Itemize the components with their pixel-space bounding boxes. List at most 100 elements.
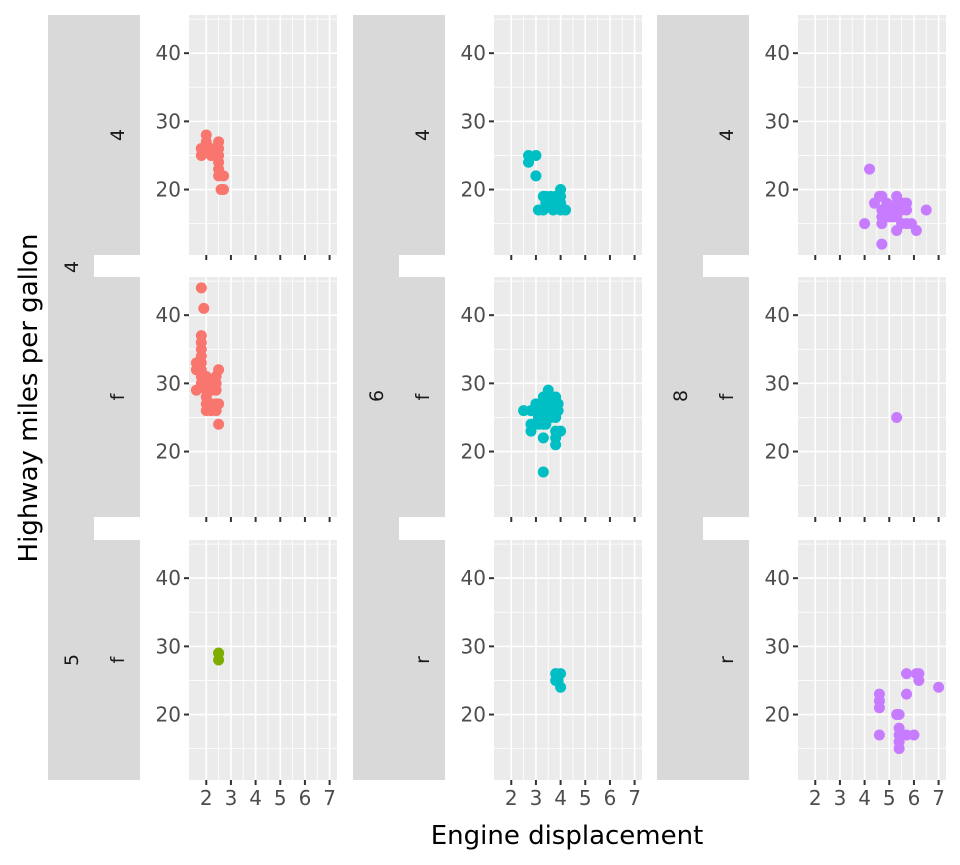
panel-background <box>798 15 946 255</box>
data-point <box>213 647 225 659</box>
panel-cyl-5-drv-f: f 20 30 40 2 3 4 5 6 7 <box>94 540 337 810</box>
data-point <box>864 163 876 175</box>
panel-cyl-8-drv-r: r 20 30 40 2 3 4 5 6 7 <box>703 540 946 810</box>
inner-strip-label: f <box>107 655 129 663</box>
x-tick-label: 4 <box>554 786 567 810</box>
x-tick-label: 6 <box>908 786 921 810</box>
panel-cyl-8-drv-f: f 20 30 40 <box>703 277 946 522</box>
data-point <box>891 411 903 423</box>
y-tick-label: 30 <box>461 371 486 395</box>
data-point <box>933 681 945 693</box>
data-point <box>218 170 230 182</box>
y-tick-label: 30 <box>765 371 790 395</box>
y-tick-label: 20 <box>156 703 181 727</box>
data-point <box>920 204 932 216</box>
y-tick-label: 40 <box>156 303 181 327</box>
inner-strip-label: 4 <box>716 129 738 141</box>
inner-strip-label: 4 <box>412 129 434 141</box>
data-point <box>213 398 225 410</box>
data-point <box>537 466 549 478</box>
data-point <box>893 709 905 721</box>
inner-strip <box>399 277 445 517</box>
data-point <box>896 218 908 230</box>
data-point <box>530 170 542 182</box>
data-point <box>535 398 547 410</box>
y-tick-label: 40 <box>156 566 181 590</box>
x-tick-label: 7 <box>628 786 641 810</box>
y-tick-label: 20 <box>461 440 486 464</box>
data-point <box>873 702 885 714</box>
data-point <box>859 218 871 230</box>
data-point <box>883 211 895 223</box>
inner-strip <box>94 277 140 517</box>
y-tick-label: 30 <box>156 109 181 133</box>
x-tick-label: 3 <box>834 786 847 810</box>
data-point <box>213 418 225 430</box>
panel-background <box>494 540 642 780</box>
data-point <box>896 729 908 741</box>
outer-strip-label-cyl-5: 5 <box>61 654 83 666</box>
y-axis-title: Highway miles per gallon <box>14 234 44 563</box>
inner-strip <box>399 540 445 780</box>
panel-background <box>189 15 337 255</box>
outer-strip-label-cyl-6: 6 <box>366 390 388 402</box>
inner-strip-label: f <box>107 392 129 400</box>
x-axis-title: Engine displacement <box>431 821 704 851</box>
inner-strip <box>94 540 140 780</box>
data-point <box>552 398 564 410</box>
outer-strip-gap <box>399 255 445 277</box>
y-tick-label: 20 <box>765 703 790 727</box>
data-point <box>213 136 225 148</box>
x-tick-label: 7 <box>932 786 945 810</box>
data-point <box>876 238 888 250</box>
inner-strip-label: 4 <box>107 129 129 141</box>
x-tick-label: 5 <box>274 786 287 810</box>
x-tick-label: 6 <box>299 786 312 810</box>
data-point <box>215 184 227 196</box>
outer-strip-gap <box>94 518 140 540</box>
data-point <box>198 302 210 314</box>
y-tick-label: 20 <box>765 440 790 464</box>
panel-cyl-8-drv-4: 4 20 30 40 <box>703 15 946 260</box>
x-tick-label: 2 <box>809 786 822 810</box>
outer-strip-cyl-8 <box>657 15 703 780</box>
data-point <box>908 729 920 741</box>
x-tick-label: 5 <box>579 786 592 810</box>
panel-background <box>798 277 946 517</box>
data-point <box>876 218 888 230</box>
y-tick-label: 20 <box>156 178 181 202</box>
panel-background <box>189 540 337 780</box>
data-point <box>200 129 212 141</box>
data-point <box>190 384 202 396</box>
y-tick-label: 40 <box>765 41 790 65</box>
panel-cyl-4-drv-f: f 20 30 40 <box>94 277 337 522</box>
data-point <box>555 425 567 437</box>
y-tick-label: 30 <box>156 634 181 658</box>
outer-strip-cyl-6 <box>353 15 399 780</box>
y-tick-label: 30 <box>156 371 181 395</box>
data-point <box>913 674 925 686</box>
data-point <box>901 668 913 680</box>
outer-strips-layer: 4 5 6 8 <box>48 15 749 780</box>
y-tick-label: 40 <box>156 41 181 65</box>
inner-strip <box>703 15 749 255</box>
data-point <box>552 674 564 686</box>
data-point <box>203 377 215 389</box>
y-tick-label: 40 <box>765 566 790 590</box>
panel-background <box>494 277 642 517</box>
data-point <box>550 439 562 451</box>
inner-strip-label: r <box>716 656 738 664</box>
y-tick-label: 30 <box>461 109 486 133</box>
inner-strip-label: f <box>412 392 434 400</box>
data-point <box>893 743 905 755</box>
data-point <box>210 149 222 161</box>
panel-cyl-6-drv-f: f 20 30 40 <box>399 277 642 522</box>
data-point <box>560 204 572 216</box>
x-tick-label: 3 <box>530 786 543 810</box>
y-tick-label: 20 <box>461 703 486 727</box>
y-tick-label: 30 <box>765 634 790 658</box>
y-tick-label: 40 <box>461 566 486 590</box>
y-tick-label: 30 <box>765 109 790 133</box>
data-point <box>910 224 922 236</box>
data-point <box>525 425 537 437</box>
